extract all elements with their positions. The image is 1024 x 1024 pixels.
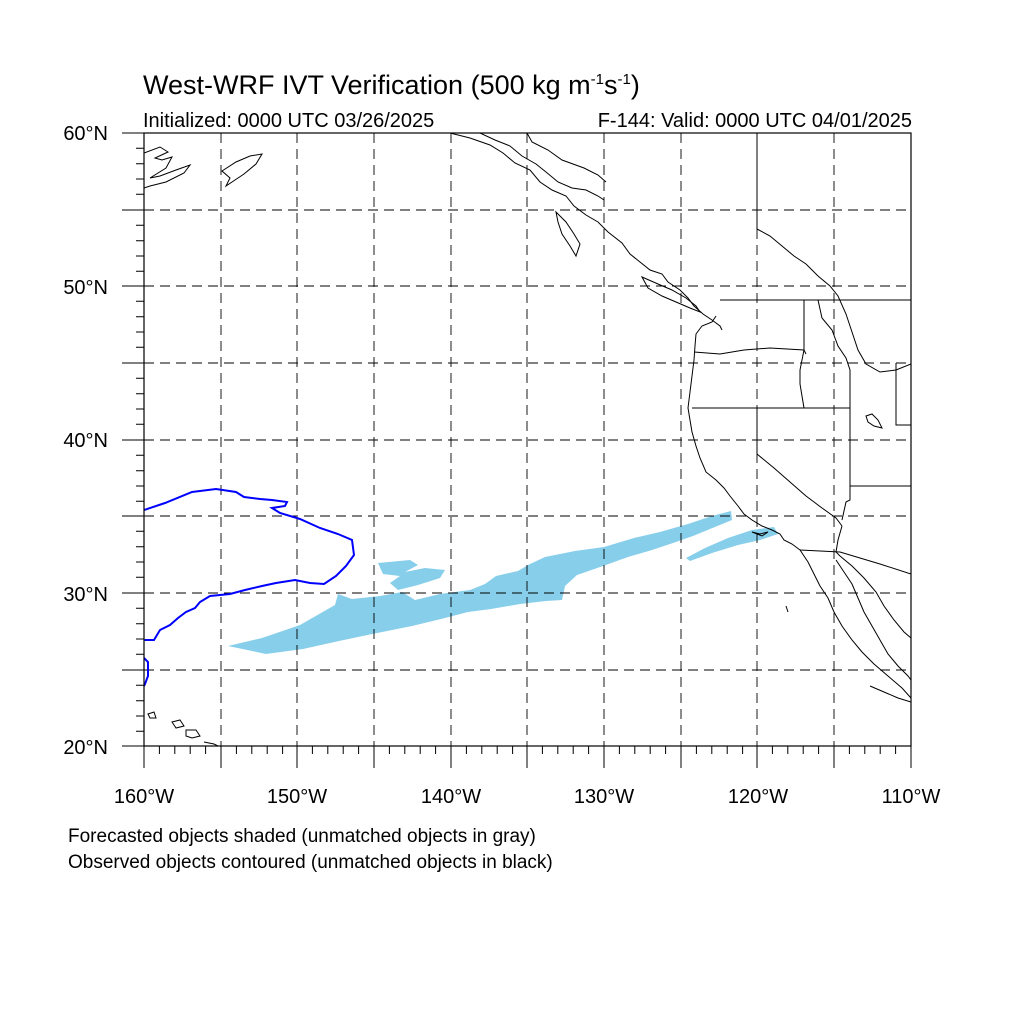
lat-lon-grid — [144, 133, 911, 746]
forecast-objects — [228, 511, 778, 654]
forecast-ivt-object-north-lobe — [378, 560, 445, 590]
coast-gulf-of-california-east — [839, 555, 911, 639]
border-or-id — [799, 300, 805, 409]
lon-label-110w: 110°W — [881, 786, 941, 808]
island-hawaii-maui-group — [185, 729, 201, 739]
lon-label-150w: 150°W — [266, 786, 328, 808]
island-channel-islands — [751, 531, 769, 537]
map-title: West-WRF IVT Verification (500 kg m-1s-1… — [143, 70, 640, 100]
valid-time-label: F-144: Valid: 0000 UTC 04/01/2025 — [597, 110, 912, 132]
island-haida-gwaii — [555, 210, 581, 258]
border-wa-or — [693, 347, 807, 355]
lon-major-ticks — [143, 746, 912, 768]
lon-label-130w: 130°W — [573, 786, 635, 808]
axis-ticks — [122, 132, 912, 768]
observed-ivt-contour-south — [144, 657, 149, 687]
border-us-mexico — [799, 549, 911, 575]
map-frame — [143, 132, 912, 747]
border-ca-nv-diagonal — [756, 453, 843, 527]
island-kodiak — [221, 153, 263, 188]
lat-label-20n: 20°N — [63, 737, 108, 759]
island-hawaii-big-island — [203, 741, 219, 746]
island-hawaii-kauai — [147, 711, 157, 719]
init-time-label: Initialized: 0000 UTC 03/26/2025 — [143, 110, 435, 132]
lat-label-40n: 40°N — [63, 430, 108, 452]
lon-label-140w: 140°W — [420, 786, 482, 808]
observed-ivt-contour — [144, 487, 356, 641]
coast-alaska-peninsula — [144, 146, 192, 189]
legend-note-forecast: Forecasted objects shaded (unmatched obj… — [68, 826, 536, 847]
lon-minor-ticks — [158, 746, 897, 754]
border-alaska-canada — [526, 133, 607, 183]
lat-major-ticks — [122, 132, 144, 747]
coastlines-and-borders — [144, 133, 911, 746]
legend-note-observed: Observed objects contoured (unmatched ob… — [68, 852, 553, 873]
lat-label-60n: 60°N — [63, 123, 108, 145]
lat-label-50n: 50°N — [63, 277, 108, 299]
coast-alaska-panhandle-inner — [479, 133, 605, 201]
river-colorado — [835, 525, 843, 557]
lat-label-30n: 30°N — [63, 584, 108, 606]
coast-hudson-region — [756, 228, 911, 373]
island-vancouver — [640, 275, 702, 314]
coast-gulf-of-california-west — [835, 559, 911, 681]
island-guadalupe — [785, 605, 789, 613]
lon-label-160w: 160°W — [113, 786, 175, 808]
coast-alaska-gulf — [449, 133, 723, 331]
coast-us-west — [687, 315, 801, 551]
observed-objects — [144, 487, 356, 687]
border-id-mt — [817, 299, 851, 410]
lat-minor-ticks — [136, 147, 144, 732]
coast-mainland-mexico — [869, 685, 911, 703]
coast-baja-pacific — [799, 549, 911, 699]
lon-label-120w: 120°W — [727, 786, 789, 808]
border-nv-ut — [841, 410, 851, 521]
forecast-ivt-object-main — [228, 511, 732, 654]
island-hawaii-oahu — [171, 719, 185, 729]
forecast-ivt-object-east — [686, 527, 778, 561]
border-ut-co — [895, 363, 911, 426]
great-salt-lake — [865, 413, 883, 429]
